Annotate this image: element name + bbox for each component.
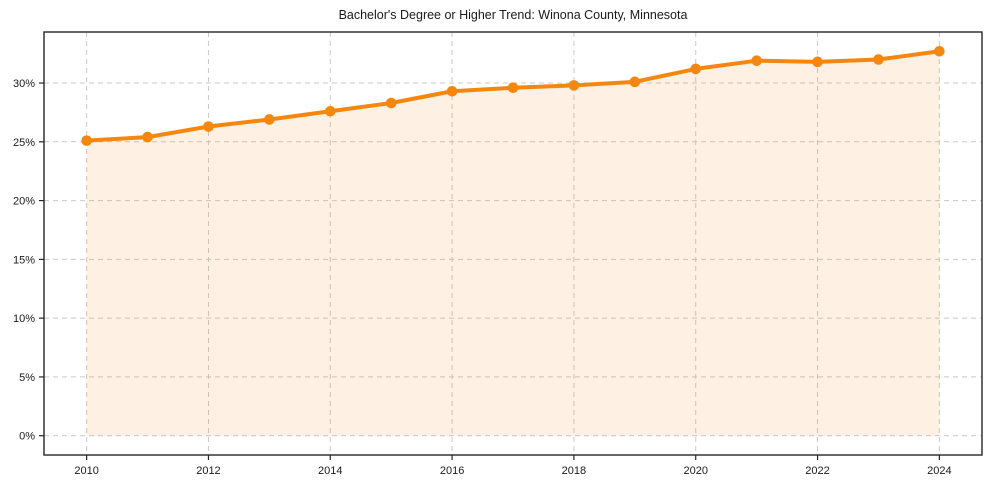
x-tick-label: 2022 (805, 465, 829, 477)
data-point-marker (568, 80, 580, 91)
data-point-marker (507, 82, 519, 94)
x-tick-label: 2020 (683, 465, 707, 477)
plot-background (44, 32, 982, 455)
x-tick-label: 2010 (74, 465, 98, 477)
data-point-marker (873, 54, 884, 65)
data-point-marker (934, 45, 945, 57)
y-tick-label: 10% (13, 313, 35, 325)
data-point-marker (142, 131, 153, 143)
data-point-marker (812, 56, 823, 68)
x-tick-label: 2016 (440, 465, 464, 477)
data-point-marker (81, 135, 92, 146)
data-point-marker (446, 85, 458, 97)
y-tick-label: 15% (13, 254, 35, 266)
x-tick-label: 2014 (318, 465, 342, 477)
data-point-marker (324, 105, 336, 117)
data-point-marker (629, 76, 641, 88)
data-point-marker (690, 63, 702, 75)
x-tick-label: 2018 (562, 465, 586, 477)
y-tick-label: 20% (13, 196, 35, 208)
data-point-marker (751, 55, 762, 66)
chart-title: Bachelor's Degree or Higher Trend: Winon… (338, 8, 688, 22)
data-point-marker (385, 97, 397, 109)
data-point-marker (264, 114, 275, 125)
data-point-marker (203, 121, 214, 132)
y-tick-label: 0% (19, 431, 35, 443)
y-tick-label: 30% (13, 78, 35, 90)
x-tick-label: 2024 (927, 465, 951, 477)
x-tick-label: 2012 (196, 465, 220, 477)
axes-border (43, 31, 983, 456)
trend-area (86, 51, 940, 436)
y-tick-label: 5% (19, 372, 35, 384)
y-tick-label: 25% (13, 137, 35, 149)
